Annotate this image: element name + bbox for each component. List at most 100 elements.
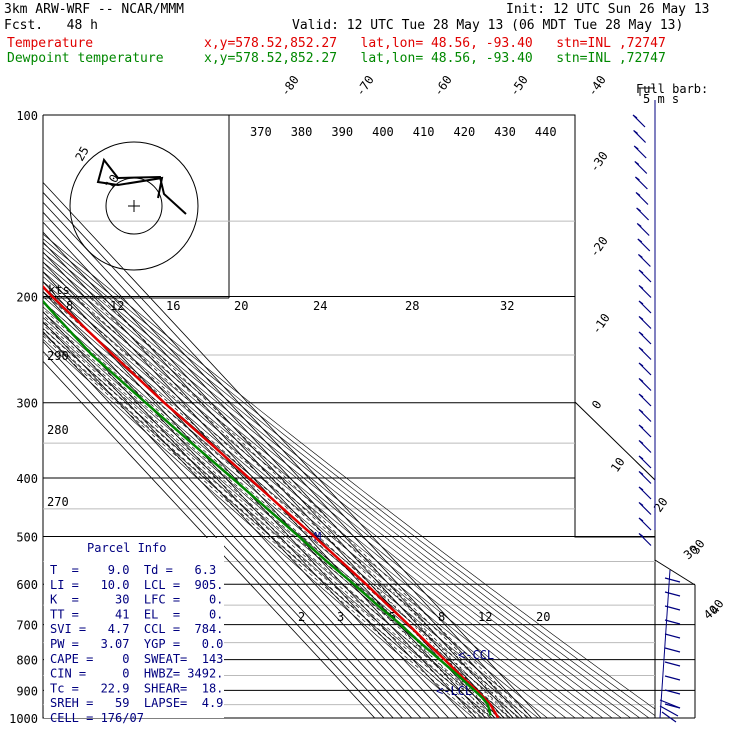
isotherm--70 <box>43 115 431 718</box>
mixing-ratio-20 <box>385 583 518 718</box>
pressure-label-500: 500 <box>16 530 38 544</box>
mixing-ratio-12 <box>378 583 511 718</box>
wind-barb <box>638 378 652 391</box>
annotation-1: <-CCL <box>458 648 494 662</box>
dry-adiabat-420 <box>43 115 631 718</box>
wind-barb <box>638 409 652 422</box>
dry-adiabat-390 <box>43 115 603 718</box>
pressure-label-600: 600 <box>16 578 38 592</box>
dewpoint-legend-label: Dewpoint temperature <box>7 51 164 66</box>
isotherm-label--60: -60 <box>431 73 455 99</box>
mixing-low-label-8: 8 <box>438 610 445 624</box>
parcel-row: Tc = 22.9 SHEAR= 18. <box>50 681 223 695</box>
wind-barb <box>638 471 652 484</box>
parcel-row: PW = 3.07 YGP = 0.0 <box>50 637 223 651</box>
hodo-ring-label-10: 10 <box>102 172 121 192</box>
pressure-label-900: 900 <box>16 684 38 698</box>
mixing-low-label-3: 3 <box>337 610 344 624</box>
profile-traces <box>43 115 500 718</box>
wind-barb <box>664 577 681 583</box>
dry-adiabat-320 <box>43 115 539 718</box>
wind-barb <box>636 223 650 236</box>
theta-side-label-280: 280 <box>47 423 69 437</box>
isotherm-label-0: 0 <box>589 398 605 412</box>
wind-barb <box>638 393 652 407</box>
isotherm-label-30: 30 <box>688 537 708 557</box>
wind-barb <box>664 619 681 625</box>
isotherm-label--10: -10 <box>589 311 613 337</box>
dry-adiabat-460 <box>43 115 655 718</box>
wind-barb <box>638 300 652 314</box>
parcel-row: K = 30 LFC = 0. <box>50 593 223 607</box>
isotherm--60 <box>43 115 440 718</box>
wind-barb <box>635 192 649 205</box>
wind-barb <box>638 533 652 546</box>
dry-adiabat-450 <box>43 115 655 718</box>
forecast-hour: Fcst. 48 h <box>4 18 98 33</box>
dewpoint-trace <box>43 115 492 716</box>
isotherm--90 <box>43 115 413 718</box>
mixing-ratio-3 <box>361 583 493 718</box>
pressure-label-100: 100 <box>16 109 38 123</box>
dry-adiabat-250 <box>43 115 474 718</box>
wind-barb <box>636 207 650 221</box>
dry-adiabat-440 <box>43 115 650 718</box>
wind-barb <box>634 176 648 190</box>
init-time: Init: 12 UTC Sun 26 May 13 <box>506 2 710 17</box>
moist-adiabat-0 <box>43 296 496 718</box>
wind-staff-lower <box>659 569 671 719</box>
theta-label-370: 370 <box>250 125 272 139</box>
isotherm--100 <box>43 115 403 718</box>
temperature-trace <box>43 115 500 718</box>
pressure-label-300: 300 <box>16 397 38 411</box>
wind-barb <box>638 455 652 469</box>
moist-adiabat--20 <box>43 296 477 718</box>
wind-barb <box>664 689 681 695</box>
parcel-row: LI = 10.0 LCL = 905. <box>50 578 223 592</box>
isotherm-label--40: -40 <box>585 73 609 99</box>
isotherm--110 <box>43 115 394 718</box>
pressure-label-700: 700 <box>16 619 38 633</box>
dry-adiabat-350 <box>43 115 567 718</box>
wind-barb <box>638 331 652 345</box>
wind-barb <box>664 661 681 667</box>
dry-adiabat-330 <box>43 115 548 718</box>
moist-adiabat--5 <box>43 296 491 718</box>
mixing-top-label-8: 8 <box>66 299 73 313</box>
annotation-2: <-LCL <box>436 684 472 698</box>
mixing-top-label-32: 32 <box>500 299 514 313</box>
theta-label-390: 390 <box>331 125 353 139</box>
parcel-row: SREH = 59 LAPSE= 4.9 <box>50 696 223 710</box>
isotherm-label-40: 40 <box>707 597 727 617</box>
wind-barb <box>633 145 647 159</box>
wind-barb <box>638 486 652 500</box>
isotherm-label-10: 10 <box>608 455 628 475</box>
dry-adiabat-380 <box>43 115 594 718</box>
parcel-row: SVI = 4.7 CCL = 784. <box>50 622 223 636</box>
isotherm-label--50: -50 <box>507 73 531 99</box>
pressure-label-1000: 1000 <box>9 712 38 726</box>
wind-barb <box>638 440 652 453</box>
moist-adiabat-25 <box>60 296 519 718</box>
mixing-top-label-20: 20 <box>234 299 248 313</box>
isotherm-label-20: 20 <box>651 495 671 515</box>
pressure-label-800: 800 <box>16 654 38 668</box>
valid-time: Valid: 12 UTC Tue 28 May 13 (06 MDT Tue … <box>292 18 684 33</box>
full-barb-unit: 5 m s <box>643 92 679 106</box>
model-title: 3km ARW-WRF -- NCAR/MMM <box>4 2 185 17</box>
wind-barb <box>638 316 652 329</box>
wind-barb <box>632 114 646 128</box>
wind-barb <box>664 633 681 639</box>
hodo-ring-label-25: 25 <box>72 144 91 164</box>
temperature-station-info: x,y=578.52,852.27 lat,lon= 48.56, -93.40… <box>204 36 666 51</box>
mixing-ratio-2 <box>356 583 488 718</box>
isotherm-label--30: -30 <box>587 149 611 175</box>
parcel-title: Parcel Info <box>87 541 166 555</box>
mixing-top-label-12: 12 <box>110 299 124 313</box>
hodo-ring-outer <box>69 141 199 271</box>
wind-barb <box>638 502 652 515</box>
parcel-row: CIN = 0 HWBZ= 3492. <box>50 667 223 681</box>
theta-label-440: 440 <box>535 125 557 139</box>
hodograph: 25 10 <box>69 141 199 271</box>
